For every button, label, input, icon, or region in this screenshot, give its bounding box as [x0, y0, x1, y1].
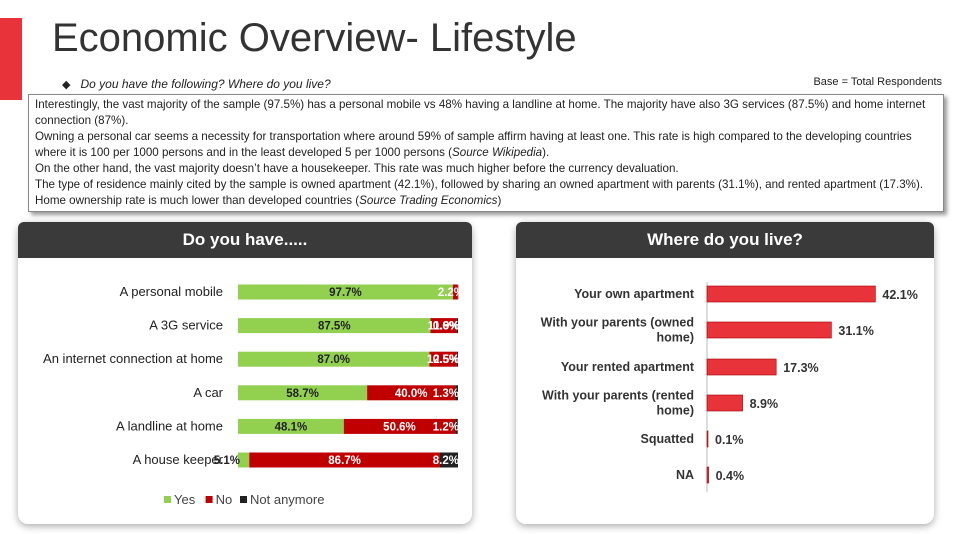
data-label-no-an-internet-connection-at-home: 12.5% [427, 354, 460, 366]
bar-yes-a-personal-mobile [238, 284, 453, 300]
data-label-no-a-3g-service: 11.9% [428, 321, 460, 333]
bar-no-a-car [367, 385, 456, 401]
bar-with-your-parents-owned-home [706, 321, 832, 339]
bar-not-anymore-a-personal-mobile [457, 284, 459, 300]
data-label-na: 0.4% [716, 469, 745, 483]
category-label-na: NA [676, 468, 694, 482]
bar-yes-an-internet-connection-at-home [238, 351, 430, 367]
summary-text-4a: The type of residence mainly cited by th… [35, 178, 924, 207]
category-label-squatted: Squatted [641, 432, 694, 446]
summary-paragraph-4: The type of residence mainly cited by th… [35, 177, 937, 209]
category-label-with-your-parents-rented-home: With your parents (rented [542, 389, 694, 403]
bar-not-anymore-a-3g-service [456, 318, 458, 334]
summary-text-4b: ) [497, 194, 502, 207]
accent-bar [0, 18, 22, 100]
category-label-a-3g-service: A 3G service [149, 318, 223, 333]
bar-yes-a-landline-at-home [238, 418, 344, 434]
bar-not-anymore-an-internet-connection-at-home [456, 351, 458, 367]
summary-paragraph-3: On the other hand, the vast majority doe… [35, 162, 679, 175]
data-label-no-a-landline-at-home: 50.6% [383, 421, 416, 433]
bar-not-anymore-a-car [455, 385, 458, 401]
have-chart: A personal mobile 97.7% 2.2% A 3G service 87… [43, 284, 464, 507]
page-title: Economic Overview- Lifestyle [52, 16, 577, 60]
summary-textbox: Interestingly, the vast majority of the … [28, 94, 944, 212]
category-label-a-car: A car [193, 385, 223, 400]
source-trading-economics: Source Trading Economics [359, 194, 498, 207]
bar-yes-a-house-keeper [238, 452, 250, 468]
bar-with-your-parents-rented-home [706, 394, 743, 412]
category-label-with-your-parents-owned-home: With your parents (owned [541, 316, 694, 330]
live-chart-title: Where do you live? [516, 222, 934, 258]
have-chart-title: Do you have..... [18, 222, 472, 258]
live-chart: Your own apartment 42.1% With your parents… [541, 282, 918, 492]
bar-yes-a-3g-service [238, 318, 431, 334]
bar-no-a-house-keeper [249, 452, 440, 468]
legend-label-yes: Yes [174, 492, 196, 507]
category-label-a-house-keeper: A house keeper [133, 452, 224, 467]
bar-na [706, 466, 709, 484]
diamond-bullet-icon: ◆ [62, 79, 71, 91]
bar-yes-a-car [238, 385, 368, 401]
category-label-with-your-parents-owned-home-line2: home) [657, 331, 695, 345]
data-label-yes-an-internet-connection-at-home: 87.0% [317, 354, 350, 366]
data-label-not-anymore-a-3g-service: 0.6% [433, 321, 459, 333]
bar-not-anymore-a-landline-at-home [455, 418, 458, 434]
category-label-an-internet-connection-at-home: An internet connection at home [43, 351, 223, 366]
bar-squatted [706, 430, 709, 448]
data-label-yes-a-house-keeper: 5.1% [214, 455, 240, 467]
legend-swatch-yes [164, 496, 171, 503]
bar-no-a-landline-at-home [343, 418, 456, 434]
data-label-not-anymore-an-internet-connection-at-home: 0.5% [433, 354, 459, 366]
source-wikipedia: Source Wikipedia [452, 146, 543, 159]
category-label-with-your-parents-rented-home-line2: home) [657, 404, 695, 418]
question-line: ◆ Do you have the following? Where do you… [62, 77, 331, 91]
data-label-no-a-house-keeper: 86.7% [328, 455, 361, 467]
data-label-yes-a-3g-service: 87.5% [318, 321, 351, 333]
data-label-no-a-car: 40.0% [395, 388, 428, 400]
data-label-not-anymore-a-car: 1.3% [433, 388, 459, 400]
data-label-not-anymore-a-house-keeper: 8.2% [433, 455, 459, 467]
summary-paragraph-1: Interestingly, the vast majority of the … [35, 98, 926, 127]
bar-not-anymore-a-house-keeper [439, 452, 458, 468]
data-label-yes-a-car: 58.7% [286, 388, 319, 400]
legend-label-no: No [216, 492, 233, 507]
legend-swatch-no [205, 496, 213, 503]
category-label-your-rented-apartment: Your rented apartment [561, 360, 695, 374]
data-label-yes-a-landline-at-home: 48.1% [275, 421, 308, 433]
data-label-squatted: 0.1% [715, 433, 744, 447]
bar-no-an-internet-connection-at-home [429, 351, 457, 367]
data-label-not-anymore-a-landline-at-home: 1.2% [433, 421, 459, 433]
legend-swatch-not-anymore [240, 496, 247, 503]
data-label-your-own-apartment: 42.1% [882, 288, 917, 302]
summary-text-2a: Owning a personal car seems a necessity … [35, 130, 912, 159]
category-label-your-own-apartment: Your own apartment [574, 287, 695, 301]
live-panel: Where do you live? Your own apartment 42.… [516, 222, 934, 524]
bar-your-own-apartment [706, 285, 876, 303]
bar-your-rented-apartment [706, 358, 777, 376]
data-label-yes-a-personal-mobile: 97.7% [329, 287, 362, 299]
data-label-your-rented-apartment: 17.3% [783, 361, 818, 375]
category-label-a-landline-at-home: A landline at home [116, 418, 223, 433]
summary-paragraph-2: Owning a personal car seems a necessity … [35, 129, 937, 161]
summary-text-2b: ). [542, 146, 550, 159]
data-label-with-your-parents-rented-home: 8.9% [750, 397, 779, 411]
have-panel: Do you have..... A personal mobile 97.7% 2… [18, 222, 472, 524]
bar-no-a-personal-mobile [452, 284, 458, 300]
legend-label-not-anymore: Not anymore [250, 492, 324, 507]
data-label-with-your-parents-owned-home: 31.1% [838, 324, 873, 338]
bar-no-a-3g-service [430, 318, 457, 334]
data-label-no-a-personal-mobile: 2.2% [438, 287, 464, 299]
category-label-a-personal-mobile: A personal mobile [120, 284, 223, 299]
question-text: Do you have the following? Where do you … [80, 77, 331, 91]
base-note: Base = Total Respondents [813, 76, 942, 88]
